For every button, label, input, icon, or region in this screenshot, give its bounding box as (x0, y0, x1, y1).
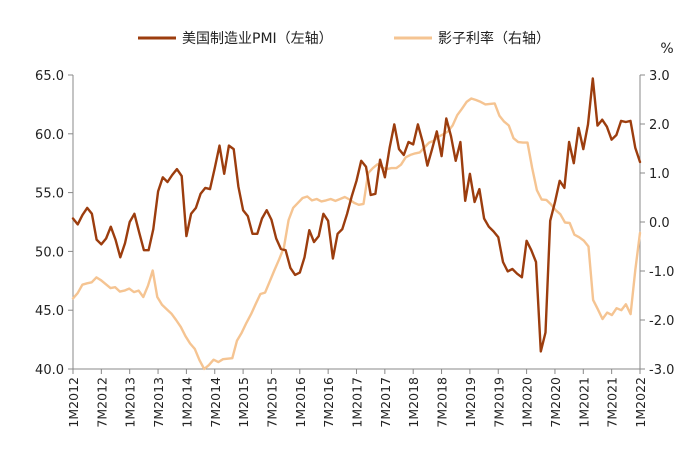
left-tick-label: 55.0 (35, 187, 64, 202)
right-axis-unit: % (660, 41, 673, 57)
x-tick-label: 1M2019 (463, 377, 478, 428)
x-tick-label: 1M2022 (633, 377, 648, 428)
left-tick-label: 60.0 (35, 128, 64, 143)
series-line-shadow-rate (71, 97, 642, 371)
left-tick-label: 45.0 (35, 304, 64, 319)
x-tick-label: 7M2018 (435, 377, 450, 428)
right-tick-label: 2.0 (649, 118, 670, 133)
x-tick-label: 7M2021 (605, 377, 620, 428)
series-line-pmi (71, 77, 642, 353)
series-layer (71, 77, 642, 371)
right-tick-label: 1.0 (649, 167, 670, 182)
x-tick-label: 1M2016 (293, 377, 308, 428)
x-tick-label: 7M2016 (321, 377, 336, 428)
left-tick-label: 40.0 (35, 363, 64, 378)
x-tick-label: 1M2017 (350, 377, 365, 428)
x-tick-label: 7M2017 (378, 377, 393, 428)
x-tick-label: 7M2019 (491, 377, 506, 428)
x-tick-label: 1M2020 (520, 377, 535, 428)
x-tick-label: 7M2014 (208, 377, 223, 428)
legend-label-shadow-rate: 影子利率（右轴） (438, 30, 550, 47)
right-tick-label: -3.0 (649, 363, 674, 378)
x-tick-label: 7M2020 (548, 377, 563, 428)
right-tick-label: -2.0 (649, 314, 674, 329)
x-tick-label: 7M2012 (94, 377, 109, 428)
x-tick-label: 7M2015 (264, 377, 279, 428)
legend: 美国制造业PMI（左轴） 影子利率（右轴） (138, 30, 550, 47)
x-tick-label: 1M2012 (66, 377, 81, 428)
x-tick-label: 7M2013 (151, 377, 166, 428)
right-tick-label: -1.0 (649, 265, 674, 280)
legend-label-pmi: 美国制造业PMI（左轴） (182, 31, 333, 47)
x-tick-label: 1M2021 (576, 377, 591, 428)
axes: 65.0 60.0 55.0 50.0 45.0 40.0 3.0 2.0 1.0 0.0 -1.0… (35, 69, 674, 428)
right-tick-label: 0.0 (649, 216, 670, 231)
x-tick-label: 1M2013 (123, 377, 138, 428)
left-tick-label: 50.0 (35, 245, 64, 260)
left-tick-label: 65.0 (35, 69, 64, 84)
right-tick-label: 3.0 (649, 69, 670, 84)
x-tick-label: 1M2015 (236, 377, 251, 428)
x-tick-label: 1M2018 (406, 377, 421, 428)
x-tick-label: 1M2014 (179, 377, 194, 428)
